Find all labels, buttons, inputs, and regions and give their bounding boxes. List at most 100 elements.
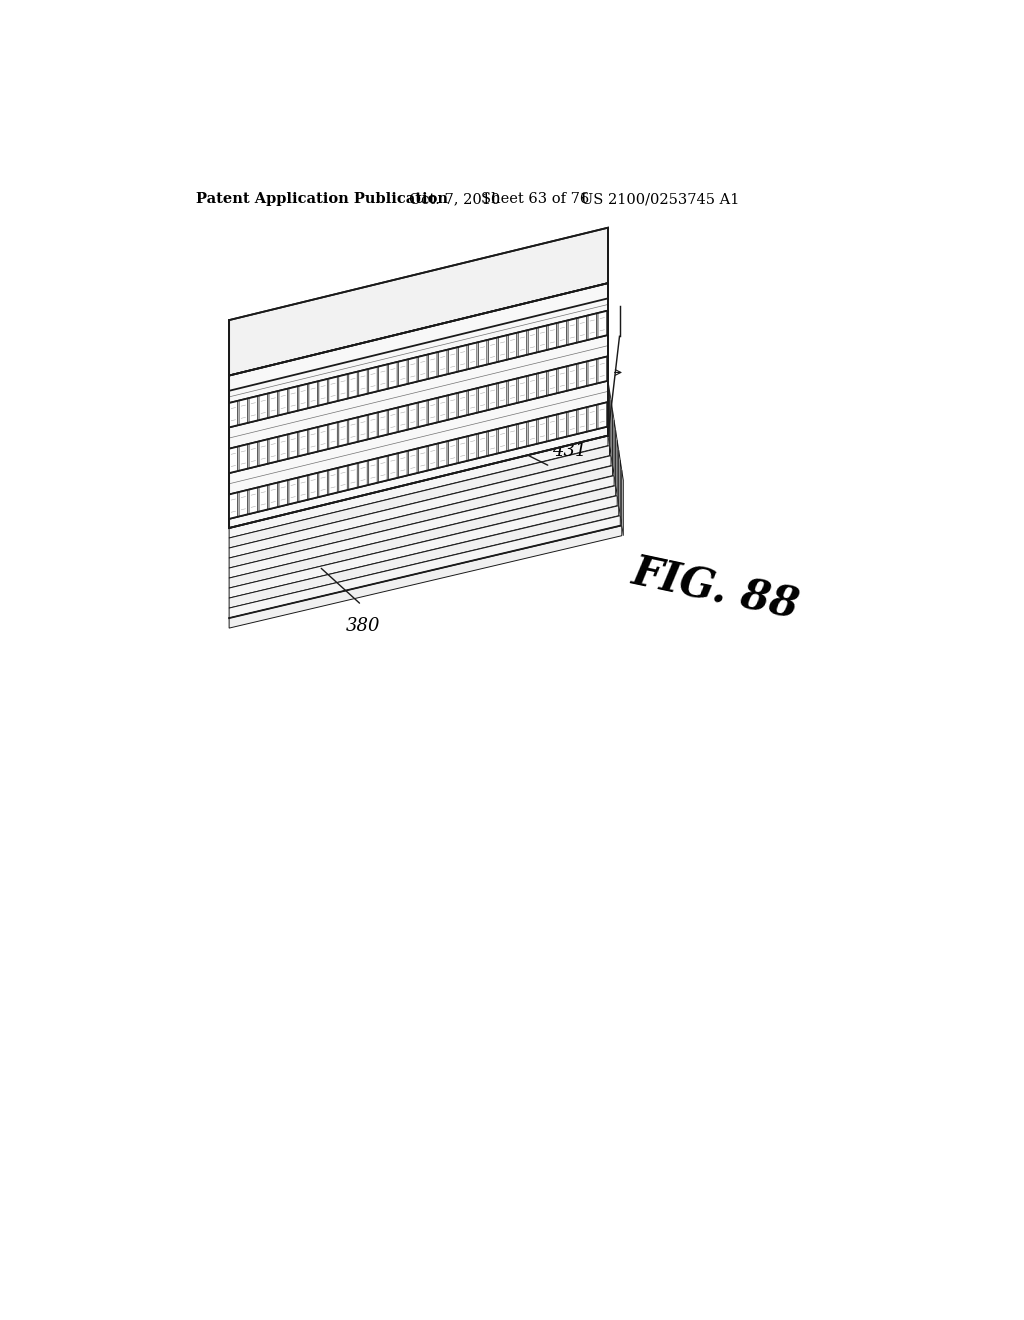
Text: FIG. 88: FIG. 88	[629, 552, 803, 628]
Polygon shape	[229, 486, 615, 589]
Polygon shape	[309, 473, 317, 499]
Polygon shape	[478, 341, 486, 367]
Polygon shape	[499, 381, 507, 408]
Polygon shape	[229, 356, 608, 473]
Polygon shape	[419, 355, 427, 381]
Polygon shape	[349, 463, 357, 490]
Polygon shape	[279, 389, 288, 416]
Polygon shape	[349, 417, 357, 444]
Polygon shape	[389, 454, 397, 480]
Polygon shape	[528, 374, 537, 400]
Polygon shape	[229, 466, 612, 568]
Polygon shape	[269, 391, 278, 417]
Polygon shape	[318, 470, 328, 496]
Polygon shape	[428, 444, 437, 470]
Polygon shape	[528, 420, 537, 446]
Polygon shape	[468, 343, 477, 370]
Polygon shape	[229, 436, 608, 539]
Polygon shape	[478, 385, 486, 412]
Polygon shape	[329, 469, 337, 495]
Polygon shape	[229, 401, 238, 428]
Polygon shape	[259, 484, 267, 512]
Text: 431: 431	[552, 442, 587, 461]
Polygon shape	[398, 359, 408, 385]
Polygon shape	[339, 420, 347, 446]
Polygon shape	[349, 372, 357, 399]
Polygon shape	[398, 405, 408, 432]
Polygon shape	[229, 227, 608, 376]
Polygon shape	[358, 414, 368, 441]
Polygon shape	[539, 417, 547, 444]
Polygon shape	[249, 487, 257, 513]
Polygon shape	[588, 359, 597, 385]
Polygon shape	[229, 475, 614, 578]
Polygon shape	[459, 345, 467, 371]
Polygon shape	[579, 408, 587, 434]
Polygon shape	[598, 403, 606, 429]
Polygon shape	[299, 384, 307, 411]
Polygon shape	[615, 430, 617, 496]
Polygon shape	[379, 411, 387, 437]
Polygon shape	[409, 449, 417, 475]
Polygon shape	[329, 376, 337, 403]
Polygon shape	[358, 370, 368, 396]
Polygon shape	[558, 412, 566, 438]
Polygon shape	[618, 450, 621, 516]
Text: Sheet 63 of 76: Sheet 63 of 76	[481, 193, 589, 206]
Polygon shape	[539, 371, 547, 397]
Polygon shape	[289, 432, 297, 458]
Polygon shape	[379, 455, 387, 482]
Polygon shape	[289, 478, 297, 504]
Polygon shape	[299, 429, 307, 457]
Polygon shape	[358, 461, 368, 487]
Polygon shape	[269, 437, 278, 463]
Polygon shape	[279, 434, 288, 461]
Polygon shape	[449, 393, 457, 420]
Polygon shape	[609, 391, 611, 455]
Polygon shape	[389, 362, 397, 388]
Polygon shape	[568, 409, 577, 436]
Polygon shape	[269, 483, 278, 510]
Polygon shape	[438, 441, 446, 467]
Polygon shape	[339, 466, 347, 492]
Polygon shape	[488, 429, 497, 455]
Polygon shape	[229, 446, 238, 473]
Polygon shape	[622, 470, 624, 536]
Polygon shape	[468, 388, 477, 414]
Polygon shape	[379, 364, 387, 391]
Polygon shape	[438, 396, 446, 422]
Polygon shape	[229, 525, 622, 628]
Polygon shape	[229, 446, 609, 548]
Polygon shape	[409, 403, 417, 429]
Polygon shape	[339, 374, 347, 401]
Polygon shape	[598, 356, 606, 383]
Polygon shape	[449, 438, 457, 466]
Polygon shape	[419, 446, 427, 473]
Polygon shape	[508, 333, 517, 359]
Text: Patent Application Publication: Patent Application Publication	[196, 193, 449, 206]
Polygon shape	[558, 367, 566, 393]
Polygon shape	[229, 492, 238, 519]
Polygon shape	[449, 347, 457, 374]
Polygon shape	[318, 425, 328, 451]
Polygon shape	[279, 480, 288, 507]
Polygon shape	[239, 399, 248, 425]
Polygon shape	[488, 338, 497, 364]
Polygon shape	[309, 428, 317, 454]
Text: Oct. 7, 2010: Oct. 7, 2010	[410, 193, 501, 206]
Polygon shape	[229, 284, 608, 528]
Polygon shape	[548, 323, 557, 350]
Polygon shape	[229, 516, 621, 618]
Polygon shape	[588, 405, 597, 432]
Polygon shape	[568, 364, 577, 391]
Polygon shape	[468, 434, 477, 461]
Polygon shape	[229, 310, 608, 428]
Polygon shape	[568, 318, 577, 345]
Polygon shape	[548, 368, 557, 395]
Polygon shape	[249, 442, 257, 469]
Polygon shape	[299, 475, 307, 502]
Polygon shape	[438, 350, 446, 376]
Polygon shape	[518, 330, 526, 356]
Polygon shape	[598, 312, 606, 338]
Polygon shape	[459, 391, 467, 417]
